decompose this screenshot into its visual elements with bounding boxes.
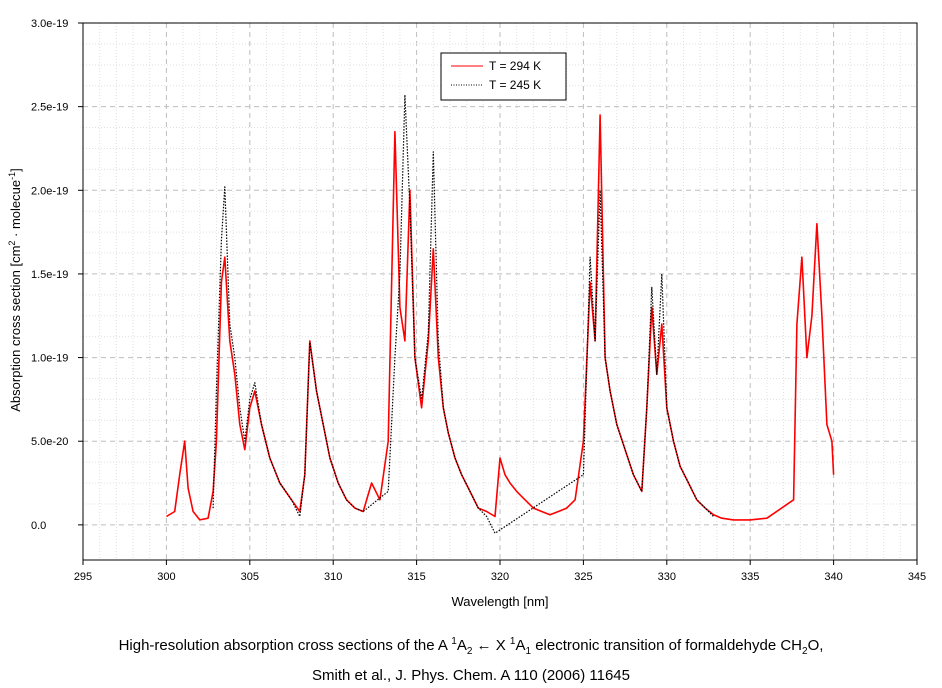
x-tick-label: 330: [658, 571, 676, 583]
y-axis-title: Absorption cross section [cm2 · molecue-…: [7, 168, 23, 412]
y-tick-label: 1.5e-19: [31, 269, 68, 281]
x-tick-label: 325: [574, 571, 592, 583]
x-tick-label: 315: [407, 571, 425, 583]
legend-box: [440, 52, 567, 101]
figure-caption: High-resolution absorption cross section…: [0, 630, 942, 688]
x-tick-label: 340: [824, 571, 842, 583]
y-tick-label: 5.0e-20: [31, 436, 68, 448]
caption-line-2: Smith et al., J. Phys. Chem. A 110 (2006…: [312, 667, 630, 684]
y-tick-label: 2.0e-19: [31, 185, 68, 197]
y-tick-label: 0.0: [31, 520, 46, 532]
x-axis-title: Wavelength [nm]: [451, 594, 548, 609]
series-layer: [165, 94, 835, 534]
x-tick-label: 300: [157, 571, 175, 583]
x-tick-label: 345: [908, 571, 926, 583]
absorption-chart: 295 300 305 310 315 320 325 330 335 340 345 0.0 5.0…: [7, 18, 926, 609]
y-tick-labels: 0.0 5.0e-20 1.0e-19 1.5e-19 2.0e-19 2.5e-19 3.…: [31, 18, 68, 532]
tick-marks: [78, 22, 918, 565]
x-tick-label: 335: [741, 571, 759, 583]
x-tick-label: 305: [241, 571, 259, 583]
x-tick-label: 320: [491, 571, 509, 583]
x-tick-labels: 295 300 305 310 315 320 325 330 335 340 345: [74, 571, 926, 583]
x-tick-label: 310: [324, 571, 342, 583]
legend-label-294k: T = 294 K: [489, 59, 541, 73]
y-tick-label: 1.0e-19: [31, 353, 68, 365]
plot-area: [83, 23, 917, 560]
legend-label-245k: T = 245 K: [489, 78, 541, 92]
y-tick-label: 3.0e-19: [31, 18, 68, 30]
series-line-1: [212, 94, 714, 534]
y-tick-label: 2.5e-19: [31, 102, 68, 114]
caption-line-1: High-resolution absorption cross section…: [118, 636, 824, 657]
legend: T = 294 K T = 245 K: [440, 52, 567, 101]
x-tick-label: 295: [74, 571, 92, 583]
